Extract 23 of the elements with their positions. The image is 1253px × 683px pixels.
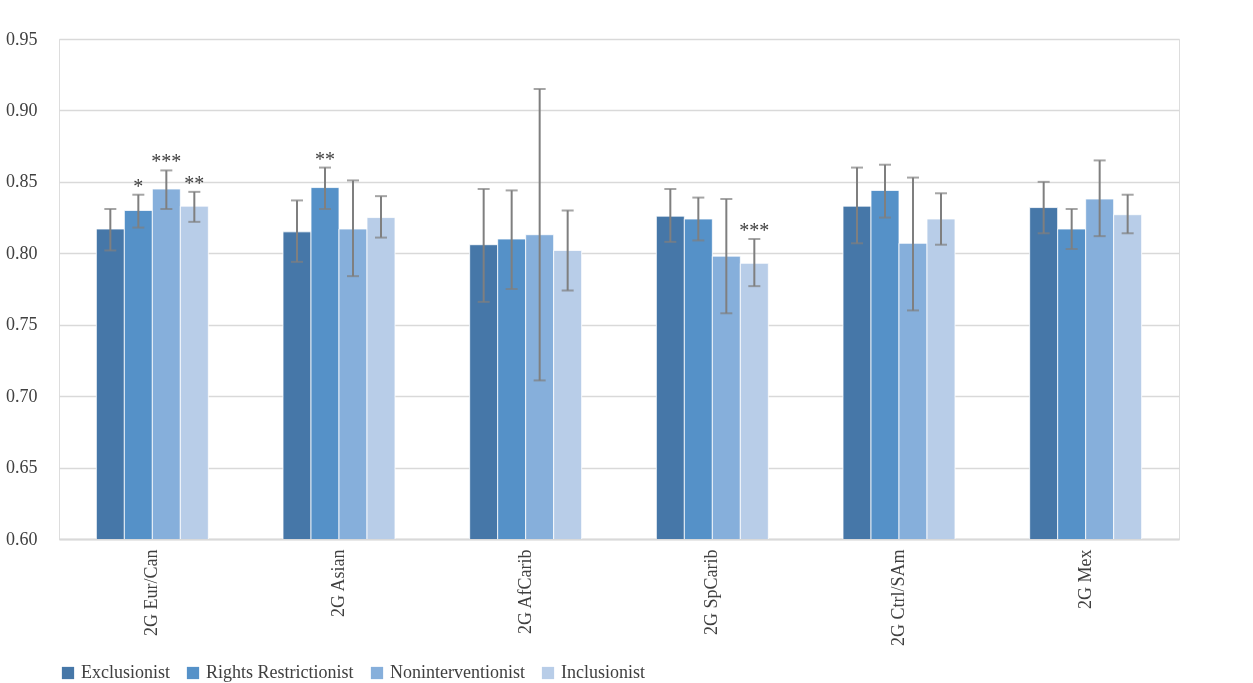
y-tick-label: 0.80 — [6, 242, 38, 263]
y-tick-label: 0.85 — [6, 171, 38, 192]
y-tick-label: 0.65 — [6, 457, 38, 478]
annotation: ** — [184, 171, 205, 194]
legend-label: Inclusionist — [561, 662, 645, 682]
annotation: *** — [739, 219, 770, 241]
x-tick-label: 2G Ctrl/SAm — [888, 549, 908, 647]
legend-label: Exclusionist — [81, 662, 170, 682]
y-tick-label: 0.95 — [6, 28, 38, 49]
y-tick-label: 0.75 — [6, 314, 38, 335]
x-tick-label: 2G SpCarib — [701, 549, 722, 635]
x-tick-label: 2G Eur/Can — [141, 549, 162, 636]
legend-label: Noninterventionist — [390, 662, 525, 682]
annotation: ** — [315, 147, 335, 170]
x-tick-label: 2G AfCarib — [514, 549, 535, 634]
annotation: * — [133, 174, 144, 197]
legend-label: Rights Restrictionist — [206, 662, 354, 682]
x-tick-label: 2G Asian — [328, 549, 348, 617]
y-tick-label: 0.90 — [6, 99, 38, 120]
y-tick-label: 0.60 — [6, 528, 38, 549]
annotation: *** — [151, 150, 182, 173]
x-tick-label: 2G Mex — [1074, 549, 1095, 609]
y-tick-label: 0.70 — [6, 385, 38, 406]
